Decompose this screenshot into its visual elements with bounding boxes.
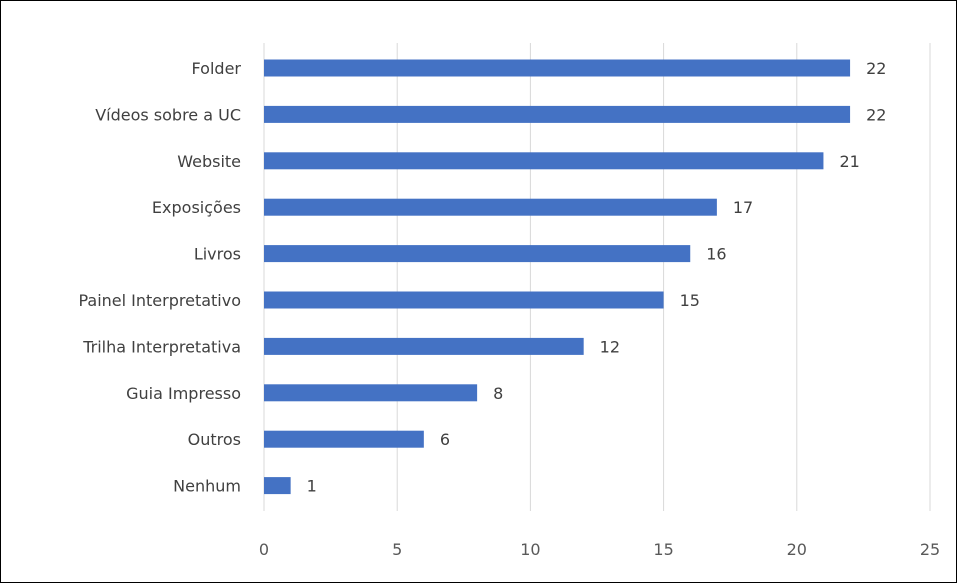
category-label: Outros xyxy=(188,430,241,449)
x-tick-label: 5 xyxy=(392,540,402,559)
category-label: Exposições xyxy=(152,198,241,217)
category-label: Nenhum xyxy=(173,477,241,496)
category-label: Folder xyxy=(192,59,242,78)
bars xyxy=(264,59,851,495)
bar xyxy=(264,430,424,448)
bar xyxy=(264,291,664,309)
data-label: 8 xyxy=(493,384,503,403)
data-label: 17 xyxy=(733,198,753,217)
bar xyxy=(264,245,691,263)
data-label: 21 xyxy=(839,152,859,171)
category-label: Guia Impresso xyxy=(126,384,241,403)
x-tick-label: 20 xyxy=(787,540,807,559)
bar xyxy=(264,152,824,170)
bar xyxy=(264,105,851,123)
data-label: 22 xyxy=(866,59,886,78)
data-label: 6 xyxy=(440,430,450,449)
x-tick-label: 15 xyxy=(653,540,673,559)
bar xyxy=(264,477,291,495)
bar xyxy=(264,59,851,77)
x-tick-label: 25 xyxy=(920,540,940,559)
data-label: 16 xyxy=(706,245,726,264)
data-label: 12 xyxy=(600,337,620,356)
data-label: 1 xyxy=(307,477,317,496)
category-label: Trilha Interpretativa xyxy=(82,337,241,356)
data-label: 22 xyxy=(866,105,886,124)
bar xyxy=(264,198,717,216)
data-label: 15 xyxy=(680,291,700,310)
bar xyxy=(264,384,478,402)
category-label: Vídeos sobre a UC xyxy=(95,105,241,124)
x-tick-label: 0 xyxy=(259,540,269,559)
category-label: Website xyxy=(177,152,241,171)
bar xyxy=(264,337,584,355)
category-label: Painel Interpretativo xyxy=(78,291,241,310)
category-labels: Folder Vídeos sobre a UC Website Exposições… xyxy=(78,59,241,496)
x-tick-label: 10 xyxy=(520,540,540,559)
category-label: Livros xyxy=(194,245,241,264)
x-axis-tick-labels: 0 5 10 15 20 25 xyxy=(259,540,940,559)
data-labels: 22 22 21 17 16 15 12 8 6 1 xyxy=(307,59,887,496)
